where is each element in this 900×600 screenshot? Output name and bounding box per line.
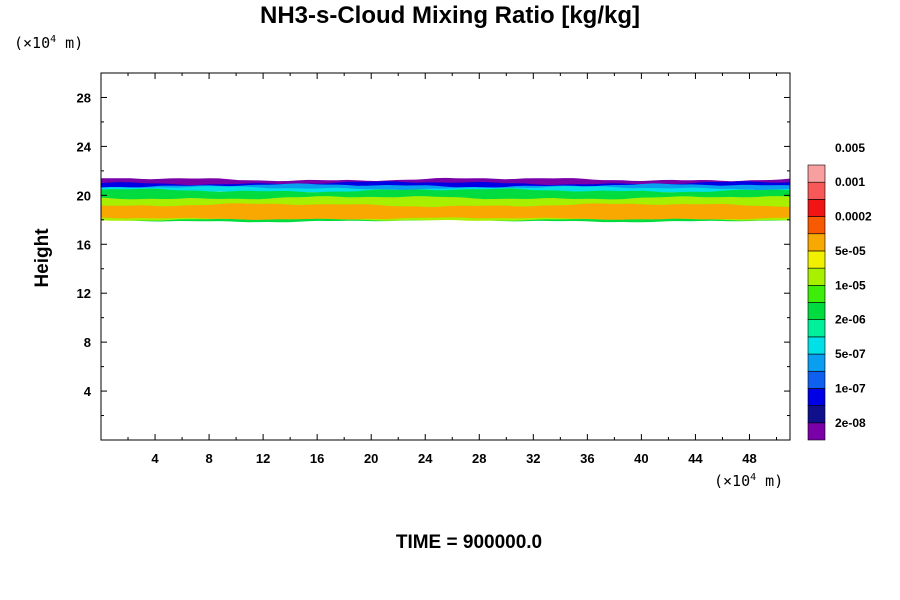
cloud-patch-high-ratio <box>114 206 297 218</box>
colorbar-label: 1e-07 <box>835 381 866 395</box>
x-tick-label: 20 <box>364 451 378 466</box>
colorbar-swatch <box>807 422 826 441</box>
colorbar-swatch <box>807 164 826 183</box>
y-axis-unit-label: (×104 m) <box>14 34 84 52</box>
colorbar-label: 0.0002 <box>835 210 872 224</box>
colorbar-swatch <box>807 302 826 320</box>
plot-frame <box>100 72 791 441</box>
colorbar-swatch <box>807 285 826 303</box>
x-tick-label: 44 <box>688 451 703 466</box>
colorbar-swatch <box>807 353 826 372</box>
colorbar-swatch <box>807 216 826 235</box>
colorbar-swatch <box>807 181 826 200</box>
colorbar-swatch <box>807 336 826 355</box>
colorbar-label: 5e-05 <box>835 244 866 258</box>
x-tick-label: 36 <box>580 451 594 466</box>
x-tick-label: 16 <box>310 451 324 466</box>
y-tick-label: 20 <box>77 188 91 203</box>
colorbar-swatch <box>807 199 826 217</box>
x-tick-label: 8 <box>205 451 212 466</box>
colorbar-swatch <box>807 405 826 424</box>
y-tick-label: 8 <box>84 335 91 350</box>
y-tick-label: 16 <box>77 237 91 252</box>
colorbar-legend: 2e-08 1e-07 5e-07 2e-06 1e-05 5e-05 0.0002 0.00… <box>807 141 872 441</box>
colorbar-swatch <box>807 267 826 286</box>
x-tick-label: 32 <box>526 451 540 466</box>
x-tick-label: 24 <box>418 451 433 466</box>
y-tick-label: 12 <box>77 286 91 301</box>
x-tick-label: 28 <box>472 451 486 466</box>
x-tick-label: 4 <box>151 451 159 466</box>
x-axis-unit-label: (×104 m) <box>714 472 784 490</box>
x-tick-label: 48 <box>742 451 756 466</box>
chart-title: NH3-s-Cloud Mixing Ratio [kg/kg] <box>260 2 640 29</box>
colorbar-swatch <box>807 233 826 252</box>
y-tick-label: 28 <box>77 90 91 105</box>
time-label: TIME = 900000.0 <box>395 532 543 553</box>
cloud-patch-high-ratio <box>773 207 790 218</box>
colorbar-swatch <box>807 370 826 389</box>
colorbar-swatch <box>807 388 826 406</box>
cloud-field <box>101 177 790 223</box>
y-tick-label: 4 <box>84 384 92 399</box>
colorbar-label: 0.005 <box>835 141 865 155</box>
colorbar-label: 2e-06 <box>835 313 866 327</box>
x-tick-label: 40 <box>634 451 648 466</box>
y-tick-label: 24 <box>77 139 92 154</box>
cloud-patch-high-ratio <box>634 209 709 216</box>
colorbar-label: 2e-08 <box>835 416 866 430</box>
colorbar-label: 0.001 <box>835 175 865 189</box>
colorbar-label: 1e-05 <box>835 278 866 292</box>
colorbar-swatch <box>807 250 826 269</box>
colorbar-swatch <box>807 319 826 338</box>
x-tick-label: 12 <box>256 451 270 466</box>
colorbar-label: 5e-07 <box>835 347 866 361</box>
